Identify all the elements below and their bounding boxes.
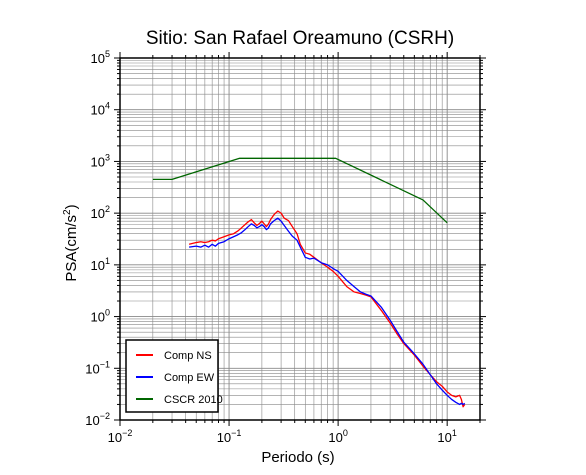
y-axis-label-sup: 2 (62, 209, 73, 215)
x-tick-label: 10−2 (108, 428, 133, 445)
tick-marks (114, 52, 486, 426)
y-tick-label: 101 (91, 256, 110, 273)
y-axis-label-close: ) (63, 204, 80, 209)
x-tick-label: 101 (437, 428, 456, 445)
plot-area (152, 157, 466, 408)
x-tick-label: 10−1 (217, 428, 242, 445)
series-line-comp-ns (188, 210, 466, 408)
x-tick-labels: 10−2 10−1 100 101 (108, 428, 457, 445)
chart-title: Sitio: San Rafael Oreamuno (CSRH) (146, 28, 454, 49)
y-tick-label: 105 (91, 49, 110, 66)
legend-label-comp-ns: Comp NS (164, 350, 212, 362)
x-axis-label: Periodo (s) (261, 449, 334, 466)
series-line-comp-ew (188, 217, 466, 406)
y-tick-label: 10−2 (85, 411, 110, 428)
legend-label-comp-ew: Comp EW (164, 372, 215, 384)
y-axis-label: PSA(cm/s2) (62, 204, 80, 281)
legend-label-cscr-2010: CSCR 2010 (164, 394, 223, 406)
legend: Comp NS Comp EW CSCR 2010 (125, 339, 223, 413)
y-tick-label: 104 (91, 101, 110, 118)
y-tick-label: 103 (91, 152, 110, 169)
series-line-cscr-2010 (152, 157, 448, 224)
y-tick-label: 10−1 (85, 359, 110, 376)
y-tick-label: 102 (91, 204, 110, 221)
plot-frame (119, 57, 481, 421)
y-tick-labels: 10−2 10−1 100 101 102 103 104 105 (85, 49, 110, 428)
y-tick-label: 100 (91, 308, 110, 325)
y-axis-label-main: PSA(cm/s (63, 215, 80, 282)
x-tick-label: 100 (328, 428, 347, 445)
